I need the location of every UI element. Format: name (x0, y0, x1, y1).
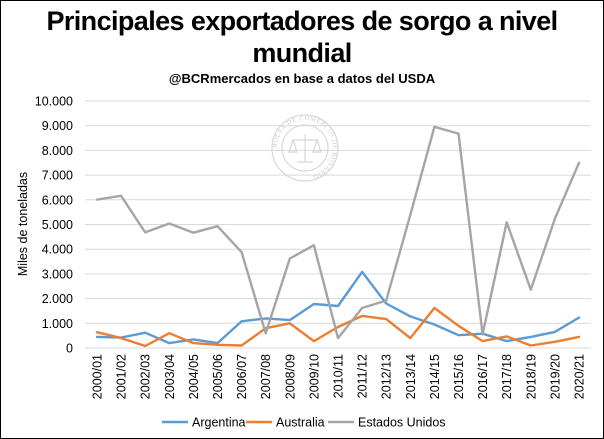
y-tick-label: 6.000 (42, 193, 73, 207)
chart-title-line2: mundial (252, 38, 352, 68)
x-tick-label: 2011/12 (356, 354, 370, 398)
x-tick-label: 2016/17 (476, 354, 490, 399)
x-tick-label: 2001/02 (115, 354, 129, 399)
y-tick-label: 0 (66, 342, 73, 356)
x-tick-label: 2014/15 (428, 354, 442, 399)
y-tick-label: 1.000 (42, 317, 73, 331)
legend-label-argentina: Argentina (192, 416, 246, 430)
x-tick-label: 2007/08 (259, 354, 273, 399)
x-tick-label: 2008/09 (283, 354, 297, 399)
y-axis-label: Miles de toneladas (16, 172, 30, 276)
x-tick-label: 2020/21 (572, 354, 586, 399)
series-line-estados-unidos (95, 125, 581, 340)
x-tick-label: 2009/10 (307, 354, 321, 399)
y-tick-label: 5.000 (42, 218, 73, 232)
x-tick-label: 2005/06 (211, 354, 225, 399)
legend-label-estados-unidos: Estados Unidos (358, 416, 446, 430)
y-tick-label: 2.000 (42, 292, 73, 306)
x-tick-label: 2015/16 (452, 354, 466, 399)
series-line-australia (95, 306, 581, 348)
x-tick-label: 2010/11 (332, 354, 346, 398)
x-tick-label: 2013/14 (404, 354, 418, 399)
y-tick-label: 3.000 (42, 267, 73, 281)
x-tick-label: 2019/20 (548, 354, 562, 399)
x-tick-label: 2003/04 (163, 354, 177, 399)
x-tick-label: 2000/01 (91, 354, 105, 399)
y-tick-label: 7.000 (42, 169, 73, 183)
y-tick-label: 9.000 (42, 119, 73, 133)
legend: Argentina Australia Estados Unidos (162, 416, 446, 430)
x-tick-label: 2017/18 (500, 354, 514, 399)
y-tick-label: 10.000 (35, 95, 73, 109)
chart-subtitle: @BCRmercados en base a datos del USDA (168, 71, 436, 86)
legend-label-australia: Australia (276, 416, 325, 430)
x-tick-label: 2012/13 (380, 354, 394, 399)
x-tick-label: 2002/03 (139, 354, 153, 399)
watermark-seal-icon: BOLSA DE COMERCIO DE ROSARIO (271, 114, 339, 182)
x-tick-label: 2004/05 (187, 354, 201, 399)
y-tick-label: 8.000 (42, 144, 73, 158)
x-tick-label: 2018/19 (524, 354, 538, 399)
x-tick-label: 2006/07 (235, 354, 249, 399)
y-tick-label: 4.000 (42, 243, 73, 257)
chart-title: Principales exportadores de sorgo a nive… (46, 6, 558, 36)
